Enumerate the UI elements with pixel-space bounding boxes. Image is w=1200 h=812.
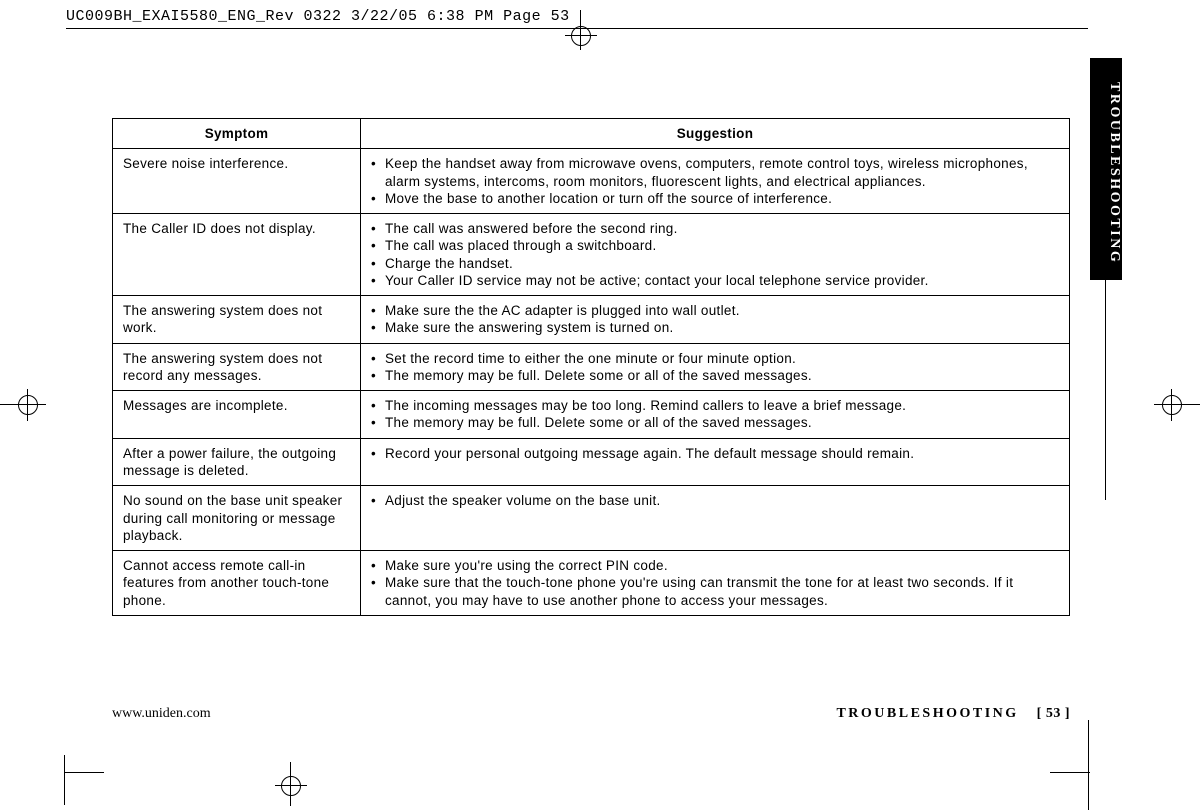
suggestion-cell: The call was answered before the second … [361, 214, 1070, 296]
suggestion-item: The call was answered before the second … [371, 220, 1061, 237]
side-rule [1105, 280, 1106, 500]
suggestion-list: Keep the handset away from microwave ove… [371, 155, 1061, 207]
suggestion-item: Move the base to another location or tur… [371, 190, 1061, 207]
suggestion-item: Your Caller ID service may not be active… [371, 272, 1061, 289]
suggestion-cell: Keep the handset away from microwave ove… [361, 149, 1070, 214]
header-suggestion: Suggestion [361, 119, 1070, 149]
suggestion-list: Adjust the speaker volume on the base un… [371, 492, 1061, 509]
table-row: Severe noise interference. Keep the hands… [113, 149, 1070, 214]
suggestion-item: Keep the handset away from microwave ove… [371, 155, 1061, 190]
suggestion-item: Make sure you're using the correct PIN c… [371, 557, 1061, 574]
corner-mark-br-v [1088, 720, 1089, 810]
table-row: No sound on the base unit speaker during… [113, 486, 1070, 551]
content-area: Symptom Suggestion Severe noise interfer… [112, 118, 1070, 616]
footer-section: TROUBLESHOOTING [ 53 ] [836, 706, 1070, 722]
suggestion-item: The memory may be full. Delete some or a… [371, 367, 1061, 384]
symptom-cell: Messages are incomplete. [113, 391, 361, 439]
suggestion-cell: The incoming messages may be too long. R… [361, 391, 1070, 439]
suggestion-cell: Make sure the the AC adapter is plugged … [361, 296, 1070, 344]
suggestion-cell: Record your personal outgoing message ag… [361, 438, 1070, 486]
prepress-header: UC009BH_EXAI5580_ENG_Rev 0322 3/22/05 6:… [66, 8, 570, 25]
suggestion-list: The call was answered before the second … [371, 220, 1061, 289]
header-symptom: Symptom [113, 119, 361, 149]
symptom-cell: Cannot access remote call-in features fr… [113, 551, 361, 616]
suggestion-cell: Adjust the speaker volume on the base un… [361, 486, 1070, 551]
suggestion-cell: Make sure you're using the correct PIN c… [361, 551, 1070, 616]
suggestion-item: Charge the handset. [371, 255, 1061, 272]
suggestion-item: Make sure the answering system is turned… [371, 319, 1061, 336]
suggestion-item: The memory may be full. Delete some or a… [371, 414, 1061, 431]
suggestion-list: Record your personal outgoing message ag… [371, 445, 1061, 462]
suggestion-item: Make sure that the touch-tone phone you'… [371, 574, 1061, 609]
footer-url: www.uniden.com [112, 706, 211, 722]
suggestion-item: The call was placed through a switchboar… [371, 237, 1061, 254]
table-row: The answering system does not work. Make … [113, 296, 1070, 344]
symptom-cell: The answering system does not work. [113, 296, 361, 344]
suggestion-list: Make sure the the AC adapter is plugged … [371, 302, 1061, 337]
corner-mark-bl-h [64, 772, 104, 773]
footer-page-number: [ 53 ] [1037, 706, 1070, 721]
suggestion-item: Adjust the speaker volume on the base un… [371, 492, 1061, 509]
suggestion-list: Set the record time to either the one mi… [371, 350, 1061, 385]
table-row: After a power failure, the outgoing mess… [113, 438, 1070, 486]
suggestion-item: Make sure the the AC adapter is plugged … [371, 302, 1061, 319]
suggestion-list: Make sure you're using the correct PIN c… [371, 557, 1061, 609]
suggestion-item: The incoming messages may be too long. R… [371, 397, 1061, 414]
corner-mark-br-h [1050, 772, 1090, 773]
symptom-cell: No sound on the base unit speaker during… [113, 486, 361, 551]
page-footer: www.uniden.com TROUBLESHOOTING [ 53 ] [112, 706, 1070, 722]
footer-section-label: TROUBLESHOOTING [836, 706, 1018, 721]
suggestion-list: The incoming messages may be too long. R… [371, 397, 1061, 432]
table-row: The answering system does not record any… [113, 343, 1070, 391]
crop-mark-left [0, 395, 46, 415]
table-header-row: Symptom Suggestion [113, 119, 1070, 149]
suggestion-cell: Set the record time to either the one mi… [361, 343, 1070, 391]
symptom-cell: After a power failure, the outgoing mess… [113, 438, 361, 486]
corner-mark-bl-v [64, 755, 65, 805]
side-tab: TROUBLESHOOTING [1090, 58, 1122, 280]
crop-mark-bottom [281, 772, 301, 812]
symptom-cell: The Caller ID does not display. [113, 214, 361, 296]
suggestion-item: Record your personal outgoing message ag… [371, 445, 1061, 462]
suggestion-item: Set the record time to either the one mi… [371, 350, 1061, 367]
symptom-cell: The answering system does not record any… [113, 343, 361, 391]
table-row: Messages are incomplete. The incoming mes… [113, 391, 1070, 439]
table-row: Cannot access remote call-in features fr… [113, 551, 1070, 616]
crop-mark-top [571, 10, 591, 44]
symptom-cell: Severe noise interference. [113, 149, 361, 214]
crop-mark-right [1154, 395, 1200, 415]
table-row: The Caller ID does not display. The call … [113, 214, 1070, 296]
troubleshooting-table: Symptom Suggestion Severe noise interfer… [112, 118, 1070, 616]
